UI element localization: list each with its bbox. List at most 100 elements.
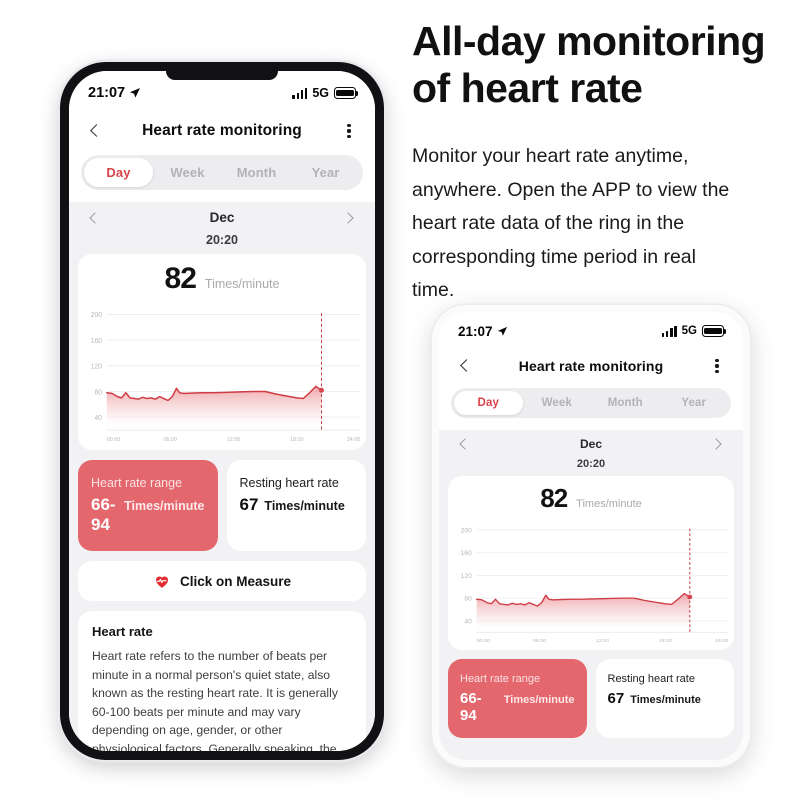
phone-screen-primary: 21:07 5G Heart rate monitoring xyxy=(69,71,375,751)
chart-card: 82 Times/minute 200 160 120 80 40 00:00 06:00 1… xyxy=(448,476,734,650)
main-content: 82 Times/minute 200 160 120 80 40 00:00 06:00 1… xyxy=(69,254,375,751)
date-navigator: Dec xyxy=(439,430,743,458)
status-bar-left: 21:07 xyxy=(88,85,141,101)
tab-month[interactable]: Month xyxy=(607,397,643,409)
dynamic-island xyxy=(166,71,278,80)
current-reading: 82 Times/minute xyxy=(448,476,734,517)
subcopy: Monitor your heart rate anytime, anywher… xyxy=(412,145,730,302)
tab-day[interactable]: Day xyxy=(84,158,153,187)
chevron-left-icon[interactable] xyxy=(456,357,474,375)
stat-unit: Times/minute xyxy=(264,499,345,513)
svg-text:12:00: 12:00 xyxy=(596,638,609,644)
status-time: 21:07 xyxy=(88,85,126,101)
kebab-menu-icon[interactable] xyxy=(340,123,358,139)
signal-bars-icon xyxy=(292,87,308,99)
chevron-left-icon[interactable] xyxy=(86,210,101,225)
network-label: 5G xyxy=(312,86,329,100)
svg-text:06:00: 06:00 xyxy=(163,437,176,443)
svg-text:80: 80 xyxy=(95,389,103,396)
nav-bar: Heart rate monitoring xyxy=(439,346,743,386)
status-bar-left: 21:07 xyxy=(458,324,508,339)
page-title: Heart rate monitoring xyxy=(142,122,302,139)
svg-text:200: 200 xyxy=(91,312,102,319)
stat-value: 67 xyxy=(607,690,625,707)
svg-text:18:00: 18:00 xyxy=(290,437,303,443)
phone-mockup-secondary: 21:07 5G Heart rate monitoring xyxy=(432,305,750,767)
battery-full-icon xyxy=(702,325,727,337)
date-navigator: Dec xyxy=(69,202,375,233)
heart-rate-chart[interactable]: 200 160 120 80 40 00:00 06:00 12:00 18:00 24:00 xyxy=(448,517,734,650)
stat-card-resting-heart-rate[interactable]: Resting heart rate 67 Times/minute xyxy=(595,659,734,738)
bpm-value: 82 xyxy=(164,262,197,295)
svg-text:80: 80 xyxy=(464,596,472,603)
chevron-right-icon[interactable] xyxy=(343,210,358,225)
stat-card-heart-rate-range[interactable]: Heart rate range 66-94 Times/minute xyxy=(448,659,587,738)
svg-text:200: 200 xyxy=(461,527,473,534)
svg-text:12:00: 12:00 xyxy=(227,437,240,443)
battery-full-icon xyxy=(334,87,359,99)
location-arrow-icon xyxy=(497,326,507,336)
network-label: 5G xyxy=(681,325,697,337)
bpm-unit: Times/minute xyxy=(204,277,280,291)
location-arrow-icon xyxy=(130,88,141,98)
stat-value: 67 xyxy=(239,495,259,514)
phone-screen-secondary: 21:07 5G Heart rate monitoring xyxy=(439,312,743,760)
stat-label: Resting heart rate xyxy=(239,476,339,490)
info-card-body: Heart rate refers to the number of beats… xyxy=(92,649,338,751)
status-bar: 21:07 5G xyxy=(439,312,743,346)
tab-week[interactable]: Week xyxy=(541,397,572,409)
current-reading: 82 Times/minute xyxy=(78,254,366,300)
stat-label: Resting heart rate xyxy=(607,673,695,685)
reading-timestamp: 20:20 xyxy=(439,458,743,476)
svg-text:06:00: 06:00 xyxy=(533,638,546,644)
date-label: Dec xyxy=(209,210,235,225)
tabs-container: Day Week Month Year xyxy=(439,386,743,430)
page-title: Heart rate monitoring xyxy=(518,358,664,374)
stat-card-heart-rate-range[interactable]: Heart rate range 66-94 Times/minute xyxy=(78,460,218,551)
stat-value-row: 66-94 Times/minute xyxy=(460,690,575,724)
chevron-left-icon[interactable] xyxy=(86,122,104,140)
heart-rate-chart[interactable]: 200 160 120 80 40 00:00 06:00 12:00 18:00 24:00 xyxy=(78,300,366,450)
measure-button-label: Click on Measure xyxy=(179,573,292,589)
stat-value-row: 67 Times/minute xyxy=(240,495,354,515)
stat-cards: Heart rate range 66-94 Times/minute Rest… xyxy=(448,659,734,738)
info-card-title: Heart rate xyxy=(92,624,153,639)
svg-text:40: 40 xyxy=(464,619,472,626)
tab-week[interactable]: Week xyxy=(170,165,205,180)
chevron-left-icon[interactable] xyxy=(456,437,471,452)
stat-label: Heart rate range xyxy=(91,476,183,490)
stat-value-row: 66-94 Times/minute xyxy=(91,495,205,535)
status-bar-right: 5G xyxy=(661,325,727,337)
svg-text:00:00: 00:00 xyxy=(107,437,120,443)
tabs-container: Day Week Month Year xyxy=(69,153,375,202)
stat-cards: Heart rate range 66-94 Times/minute Rest… xyxy=(78,460,366,551)
stat-label: Heart rate range xyxy=(460,673,541,685)
chevron-right-icon[interactable] xyxy=(711,437,726,452)
stat-value: 66-94 xyxy=(460,690,482,724)
bpm-value: 82 xyxy=(540,483,568,513)
tab-day[interactable]: Day xyxy=(454,391,523,415)
stat-unit: Times/minute xyxy=(124,499,205,513)
svg-text:120: 120 xyxy=(91,363,102,370)
svg-text:160: 160 xyxy=(91,338,102,345)
phone-mockup-primary: 21:07 5G Heart rate monitoring xyxy=(60,62,384,760)
signal-bars-icon xyxy=(661,325,677,337)
stat-unit: Times/minute xyxy=(503,694,575,706)
svg-text:24:00: 24:00 xyxy=(347,437,360,443)
reading-timestamp: 20:20 xyxy=(69,233,375,254)
stat-card-resting-heart-rate[interactable]: Resting heart rate 67 Times/minute xyxy=(226,460,366,551)
svg-text:18:00: 18:00 xyxy=(659,638,672,644)
status-time: 21:07 xyxy=(458,323,493,339)
stat-unit: Times/minute xyxy=(630,694,701,706)
headline: All-day monitoring of heart rate xyxy=(412,18,766,111)
segmented-control: Day Week Month Year xyxy=(81,155,363,190)
measure-button[interactable]: Click on Measure xyxy=(78,561,366,601)
nav-bar: Heart rate monitoring xyxy=(69,109,375,153)
kebab-menu-icon[interactable] xyxy=(708,358,726,374)
tab-year[interactable]: Year xyxy=(311,165,340,180)
tab-year[interactable]: Year xyxy=(681,397,707,409)
svg-text:160: 160 xyxy=(461,550,473,557)
svg-text:00:00: 00:00 xyxy=(477,638,490,644)
tab-month[interactable]: Month xyxy=(236,165,277,180)
stat-value: 66-94 xyxy=(91,495,116,534)
